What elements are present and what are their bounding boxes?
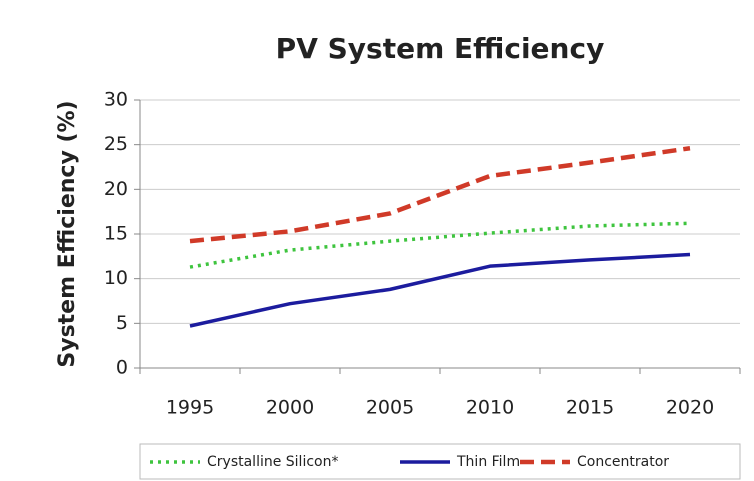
y-tick-label: 25 bbox=[104, 133, 128, 155]
x-tick-label: 2015 bbox=[566, 397, 614, 419]
y-axis-label: System Efficiency (%) bbox=[55, 100, 80, 367]
y-tick-label: 10 bbox=[104, 267, 128, 289]
series-line bbox=[189, 221, 691, 269]
x-tick-label: 2005 bbox=[366, 397, 414, 419]
legend-box bbox=[139, 443, 741, 480]
series-line bbox=[189, 146, 691, 244]
y-tick-label: 5 bbox=[116, 312, 128, 334]
y-tick-label: 20 bbox=[104, 178, 128, 200]
y-tick-label: 0 bbox=[116, 357, 128, 379]
legend-label: Thin Film bbox=[456, 454, 520, 470]
y-tick-label: 15 bbox=[104, 223, 128, 245]
x-tick-label: 2010 bbox=[466, 397, 514, 419]
series-line bbox=[189, 252, 691, 328]
x-tick-label: 2000 bbox=[266, 397, 314, 419]
y-tick-label: 30 bbox=[104, 89, 128, 111]
x-tick-label: 1995 bbox=[166, 397, 214, 419]
legend-label: Concentrator bbox=[577, 454, 669, 470]
legend-label: Crystalline Silicon* bbox=[207, 454, 338, 470]
x-tick-label: 2020 bbox=[666, 397, 714, 419]
chart-title: PV System Efficiency bbox=[276, 32, 605, 65]
